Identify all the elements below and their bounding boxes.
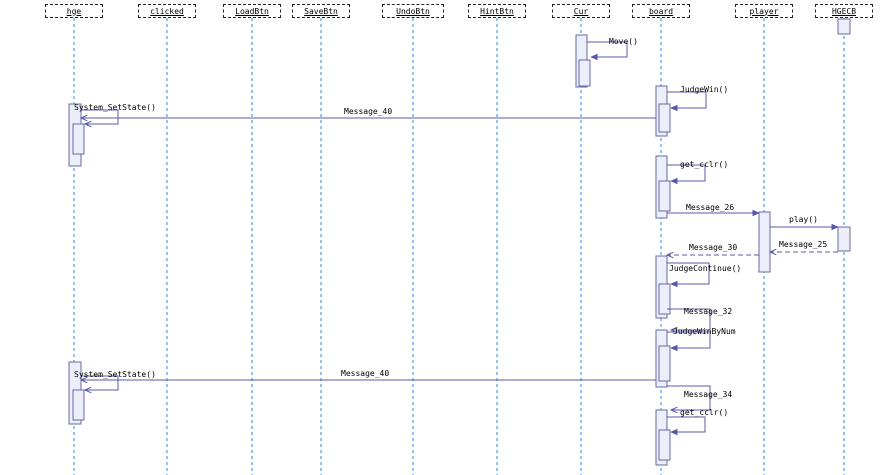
message-label-move: Move() xyxy=(609,37,638,46)
lifeline-label: player xyxy=(749,6,779,16)
activation-bar-hgecb xyxy=(837,226,851,252)
activation-bar-hge xyxy=(72,123,85,155)
message-arrow-setstate-1 xyxy=(81,109,119,124)
message-label-message-30: Message_30 xyxy=(689,243,737,252)
activation-bar-board xyxy=(658,103,671,133)
lifeline-label: Cur xyxy=(573,6,589,16)
message-label-message-34: Message_34 xyxy=(684,390,732,399)
message-arrow-judgewin xyxy=(667,91,707,108)
message-label-message-40-a: Message_40 xyxy=(344,107,392,116)
activation-bar-board xyxy=(658,283,671,315)
lifeline-header-board: board xyxy=(632,4,690,18)
lifeline-label: SaveBtn xyxy=(304,6,338,16)
lifeline-label: hge xyxy=(66,6,82,16)
activation-bar-player xyxy=(758,211,771,273)
lifeline-label: HGECB xyxy=(831,6,857,16)
lifeline-header-hintbtn: HintBtn xyxy=(468,4,526,18)
lifeline-label: UndoBtn xyxy=(396,6,430,16)
activation-bar-cur xyxy=(578,59,591,87)
activation-bar-hge xyxy=(72,389,85,421)
message-label-judgewinbynum: JudgeWinByNum xyxy=(673,327,736,336)
lifeline-header-player: player xyxy=(735,4,793,18)
activation-bar-hgecb xyxy=(837,18,851,35)
message-label-get-cclr-2: get_cclr() xyxy=(680,408,728,417)
lifeline-header-undobtn: UndoBtn xyxy=(382,4,444,18)
lifeline-header-loadbtn: LoadBtn xyxy=(223,4,281,18)
message-label-judgewin: JudgeWin() xyxy=(680,85,728,94)
lifeline-header-hge: hge xyxy=(45,4,103,18)
lifeline-label: HintBtn xyxy=(480,6,514,16)
activation-bars xyxy=(68,18,851,466)
lifeline-header-cur: Cur xyxy=(552,4,610,18)
lifeline-header-hgecb: HGECB xyxy=(815,4,873,18)
message-arrow-message-32 xyxy=(667,308,711,330)
message-arrow-judgecontinue xyxy=(667,262,710,284)
message-label-message-26: Message_26 xyxy=(686,203,734,212)
message-label-get-cclr-1: get_cclr() xyxy=(680,160,728,169)
lifeline-label: clicked xyxy=(150,6,184,16)
message-label-message-40-b: Message_40 xyxy=(341,369,389,378)
message-arrow-setstate-2 xyxy=(81,375,119,390)
lifeline-label: board xyxy=(648,6,674,16)
lifeline-header-clicked: clicked xyxy=(138,4,196,18)
message-label-message-32: Message_32 xyxy=(684,307,732,316)
message-arrow-judgewinbynum xyxy=(667,331,711,348)
lifeline-header-savebtn: SaveBtn xyxy=(292,4,350,18)
message-label-message-25: Message_25 xyxy=(779,240,827,249)
message-arrow-move xyxy=(587,41,628,57)
message-arrow-get-cclr-1 xyxy=(667,164,706,181)
message-label-play: play() xyxy=(789,215,818,224)
activation-bar-board xyxy=(658,429,671,461)
message-label-setstate-1: System_SetState() xyxy=(74,103,156,112)
message-arrow-get-cclr-2 xyxy=(667,416,706,432)
message-label-judgecontinue: JudgeContinue() xyxy=(669,264,741,273)
activation-bar-board xyxy=(658,345,671,382)
message-arrow-message-34 xyxy=(667,385,711,410)
message-arrows: Move() JudgeWin() System_SetState() Message… xyxy=(74,37,838,432)
lifeline-label: LoadBtn xyxy=(235,6,269,16)
activation-bar-board xyxy=(658,180,671,212)
message-label-setstate-2: System_SetState() xyxy=(74,370,156,379)
